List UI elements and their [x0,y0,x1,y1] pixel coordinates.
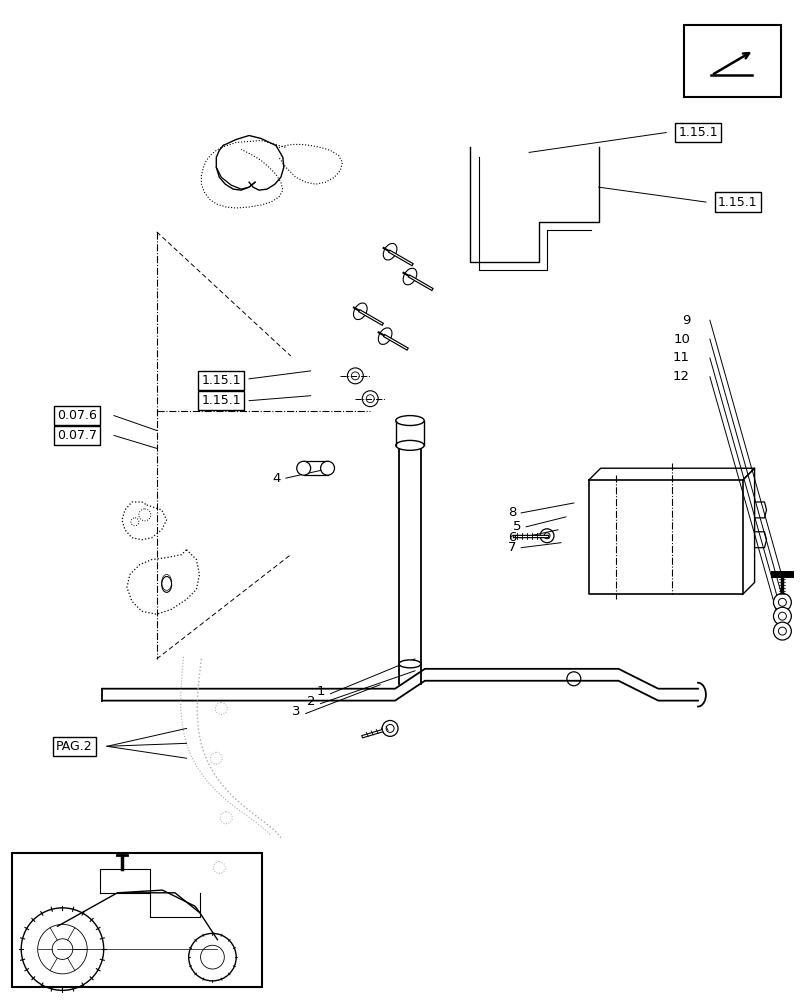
Ellipse shape [395,440,423,450]
Circle shape [382,720,397,736]
Text: 1.15.1: 1.15.1 [201,374,241,387]
Circle shape [773,593,791,611]
Text: 5: 5 [512,520,521,533]
Text: 12: 12 [672,370,689,383]
Text: 11: 11 [672,351,689,364]
Text: 10: 10 [672,333,689,346]
Text: 4: 4 [272,472,281,485]
Text: 8: 8 [507,506,516,519]
Text: 7: 7 [507,541,516,554]
Circle shape [773,622,791,640]
Circle shape [773,607,791,625]
Ellipse shape [398,660,420,668]
Text: 1.15.1: 1.15.1 [717,196,757,209]
Text: 1.15.1: 1.15.1 [677,126,717,139]
Text: 9: 9 [680,314,689,327]
Text: 1.15.1: 1.15.1 [201,394,241,407]
Bar [12,853,262,987]
Text: 3: 3 [292,705,300,718]
Text: 1: 1 [316,685,325,698]
Text: 0.07.7: 0.07.7 [58,429,97,442]
Ellipse shape [395,416,423,426]
Text: PAG.2: PAG.2 [56,740,92,753]
Ellipse shape [296,461,311,475]
Ellipse shape [320,461,334,475]
Text: 6: 6 [507,531,516,544]
Ellipse shape [161,576,171,592]
Text: 2: 2 [307,695,315,708]
Text: 0.07.6: 0.07.6 [58,409,97,422]
Bar [684,25,780,97]
